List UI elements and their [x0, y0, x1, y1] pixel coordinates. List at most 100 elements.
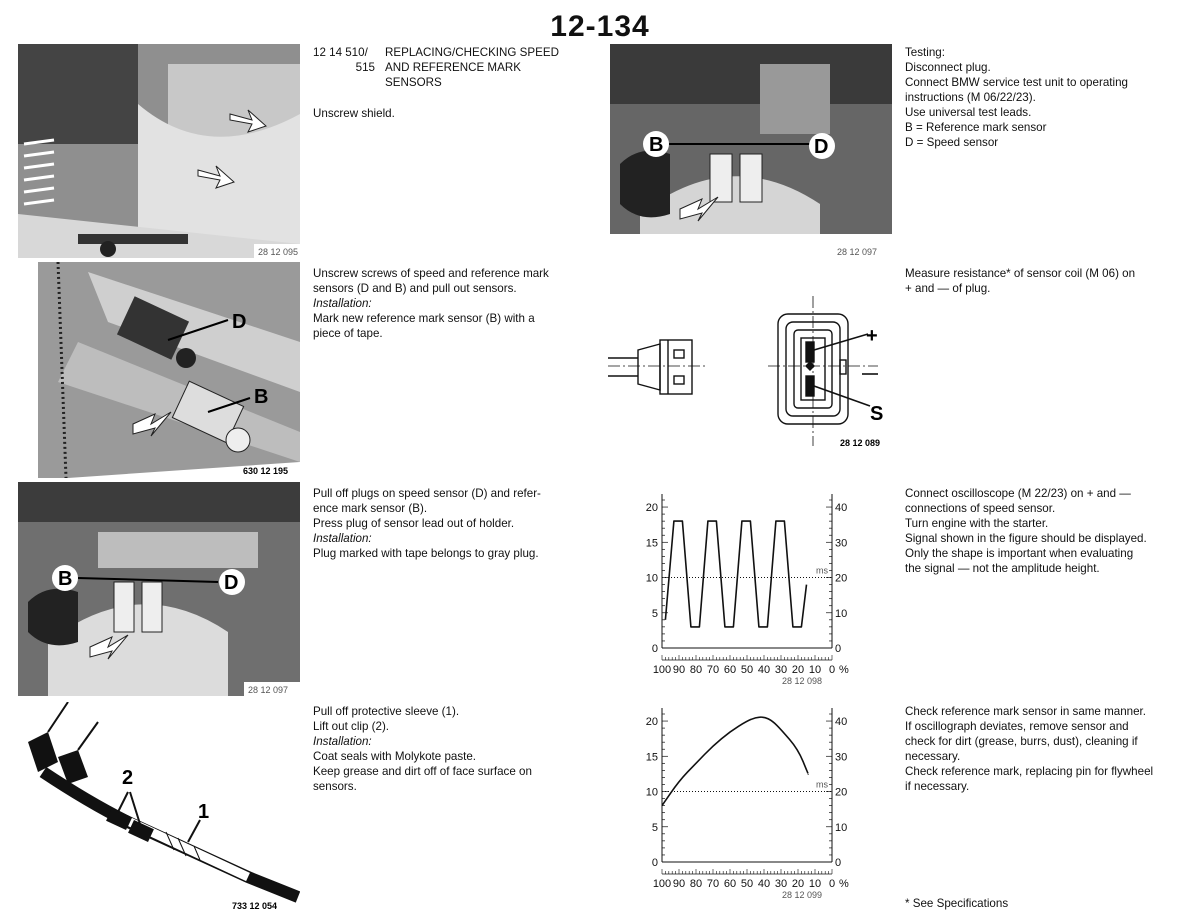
footnote: * See Specifications [905, 897, 1009, 910]
scope-x-label: 100 [653, 664, 671, 676]
section-heading: 12 14 510/REPLACING/CHECKING SPEED 515 AN… [313, 45, 603, 90]
step4-install-line: Coat seals with Molykote paste. [313, 750, 477, 763]
reference-line: if necessary. [905, 780, 970, 793]
section-number: 12 14 510/ [313, 46, 368, 59]
scope-caption: 28 12 099 [782, 890, 822, 900]
photo1-caption: 28 12 095 [258, 247, 298, 257]
photo-plugs: B D 28 12 097 [18, 482, 300, 696]
scope-y-left-label: 20 [646, 502, 658, 514]
drawing-sensor-lead: 2 1 733 12 054 [18, 701, 301, 912]
scope-x-label: 40 [758, 664, 770, 676]
scope-x-label: 10 [809, 878, 821, 890]
scope-y-left-label: 20 [646, 716, 658, 728]
scope-y-right-label: 10 [835, 822, 847, 834]
step-reference-check: Check reference mark sensor in same mann… [905, 704, 1195, 794]
photo-shield: 28 12 095 [18, 44, 300, 258]
scope-y-right-label: 20 [835, 573, 847, 585]
step-testing: Testing: Disconnect plug. Connect BMW se… [905, 45, 1195, 150]
oscilloscope-line: Signal shown in the figure should be dis… [905, 532, 1147, 545]
scope-x-label: 40 [758, 878, 770, 890]
plugs-photo-image: B D 28 12 097 [18, 482, 300, 696]
scope-y-left-label: 0 [652, 643, 658, 655]
step4-line: Pull off protective sleeve (1). [313, 705, 460, 718]
testing-line: Use universal test leads. [905, 106, 1032, 119]
photo3-caption: 28 12 097 [248, 685, 288, 695]
scope-x-label: 20 [792, 878, 804, 890]
scope-x-label: 10 [809, 664, 821, 676]
oscilloscope-line: Turn engine with the starter. [905, 517, 1049, 530]
scope-x-label: 20 [792, 664, 804, 676]
plug-drawing: + S 28 12 089 [608, 296, 898, 456]
scope-x-label: 80 [690, 878, 702, 890]
step4-install-line: Keep grease and dirt off of face surface… [313, 765, 532, 778]
photo5-caption: 28 12 097 [837, 247, 877, 257]
plug-label-s: S [870, 403, 883, 425]
scope-x-label: 50 [741, 664, 753, 676]
step3-install-line: Plug marked with tape belongs to gray pl… [313, 547, 539, 560]
step2-line: sensors (D and B) and pull out sensors. [313, 282, 517, 295]
oscilloscope-line: Only the shape is important when evaluat… [905, 547, 1134, 560]
step-protective-sleeve: Pull off protective sleeve (1). Lift out… [313, 704, 603, 794]
photo5-label-b: B [649, 134, 663, 156]
step-remove-sensors: Unscrew screws of speed and reference ma… [313, 266, 603, 341]
oscilloscope-line: connections of speed sensor. [905, 502, 1056, 515]
scope-y-left-label: 5 [652, 608, 658, 620]
scope-y-left-label: 15 [646, 751, 658, 763]
scope-y-right-label: 30 [835, 537, 847, 549]
step-measure-resistance: Measure resistance* of sensor coil (M 06… [905, 266, 1195, 296]
step2-install-line: piece of tape. [313, 327, 383, 340]
reference-line: Check reference mark, replacing pin for … [905, 765, 1154, 778]
scope-y-left-label: 10 [646, 573, 658, 585]
step-pull-plugs: Pull off plugs on speed sensor (D) and r… [313, 486, 603, 561]
scope-percent-label: % [839, 664, 849, 676]
scope-signal-line [661, 716, 809, 807]
scope-x-label: 0 [829, 664, 835, 676]
section-number-2: 515 [355, 61, 375, 74]
oscilloscope-line: the signal — not the amplitude height. [905, 562, 1100, 575]
photo2-label-d: D [232, 311, 246, 333]
reference-line: Check reference mark sensor in same mann… [905, 705, 1146, 718]
testing-line: Testing: [905, 46, 945, 59]
step-oscilloscope: Connect oscilloscope (M 22/23) on + and … [905, 486, 1195, 576]
section-title-line1: REPLACING/CHECKING SPEED [385, 46, 559, 59]
scope-y-right-label: 20 [835, 787, 847, 799]
photo3-label-b: B [58, 568, 72, 590]
scope-unit-label: ms [816, 780, 828, 790]
step1-line: Unscrew shield. [313, 107, 395, 120]
scope-x-label: 60 [724, 878, 736, 890]
drawing4-label-1: 1 [198, 801, 209, 823]
resistance-line: Measure resistance* of sensor coil (M 06… [905, 267, 1136, 280]
scope-y-right-label: 40 [835, 502, 847, 514]
scope-y-left-label: 10 [646, 787, 658, 799]
plug-label-plus: + [866, 325, 878, 347]
scope-chart-1: 20 15 10 5 0 40 30 20 10 0 ms 100 90 80 70 60 50 40 30 20 10… [640, 490, 860, 690]
test-photo-image: B D 28 12 097 [610, 44, 892, 258]
reference-line: necessary. [905, 750, 961, 763]
scope-x-label: 90 [673, 664, 685, 676]
photo-test-connection: B D 28 12 097 [610, 44, 892, 258]
step-unscrew-shield: Unscrew shield. [313, 106, 603, 121]
photo2-caption: 630 12 195 [243, 466, 288, 476]
plug-diagram: + S 28 12 089 [608, 296, 883, 448]
scope-x-label: 70 [707, 878, 719, 890]
scope-y-right-label: 0 [835, 643, 841, 655]
scope-x-label: 50 [741, 878, 753, 890]
page-number: 12-134 [550, 10, 650, 43]
installation-label: Installation: [313, 532, 372, 545]
step2-install-line: Mark new reference mark sensor (B) with … [313, 312, 535, 325]
drawing4-caption: 733 12 054 [232, 901, 277, 911]
step4-line: Lift out clip (2). [313, 720, 390, 733]
testing-line: Disconnect plug. [905, 61, 991, 74]
testing-line: D = Speed sensor [905, 136, 999, 149]
drawing4-label-2: 2 [122, 767, 133, 789]
reference-line: If oscillograph deviates, remove sensor … [905, 720, 1129, 733]
photo2-label-b: B [254, 386, 268, 408]
photo-sensors-installed: D B 630 12 195 [18, 262, 300, 478]
step4-install-line: sensors. [313, 780, 357, 793]
plug-caption: 28 12 089 [840, 438, 880, 448]
testing-line: instructions (M 06/22/23). [905, 91, 1036, 104]
scope-x-label: 70 [707, 664, 719, 676]
scope-y-left-label: 5 [652, 822, 658, 834]
step3-line: Pull off plugs on speed sensor (D) and r… [313, 487, 541, 500]
